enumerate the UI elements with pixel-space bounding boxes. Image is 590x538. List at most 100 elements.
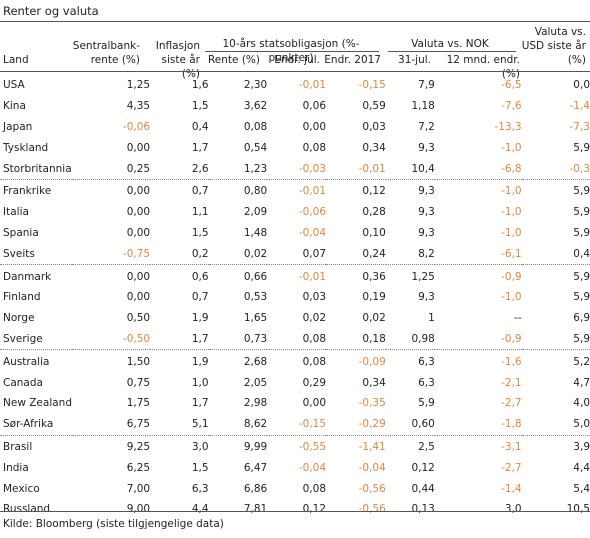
change-july-cell: 0,08 xyxy=(302,355,327,368)
inflation-cell: 1,7 xyxy=(191,397,209,410)
table-row: Japan -0,06 0,4 0,08 0,00 0,03 7,2 -13,3 -7,3 xyxy=(0,117,590,138)
header-rule xyxy=(0,71,590,72)
central-bank-rate-cell: 0,25 xyxy=(126,162,151,175)
nok-12m-change-cell: -1,0 xyxy=(501,141,522,154)
central-bank-rate-cell: 1,50 xyxy=(126,355,151,368)
table-row: USA 1,25 1,6 2,30 -0,01 -0,15 7,9 -6,5 0,0 xyxy=(0,75,590,96)
table-body: USA 1,25 1,6 2,30 -0,01 -0,15 7,9 -6,5 0,0 Kina 4,… xyxy=(0,75,590,520)
nok-12m-change-cell: 3,0 xyxy=(504,503,522,516)
country-cell: Finland xyxy=(3,291,41,304)
change-2017-cell: 0,34 xyxy=(362,376,386,389)
table-row: Mexico 7,00 6,3 6,86 0,08 -0,56 0,44 -1,4 5,4 xyxy=(0,478,590,499)
usd-change-cell: 5,0 xyxy=(573,418,590,431)
inflation-cell: 6,3 xyxy=(191,482,209,495)
table-title: Renter og valuta xyxy=(3,4,99,18)
statsobligasjon-group-line xyxy=(205,51,379,52)
bond-yield-cell: 0,08 xyxy=(243,120,268,133)
nok-12m-change-cell: -13,3 xyxy=(494,120,522,133)
usd-change-cell: -0,3 xyxy=(569,162,590,175)
change-2017-cell: 0,18 xyxy=(362,332,386,345)
change-july-cell: 0,07 xyxy=(302,247,327,260)
country-cell: Sør-Afrika xyxy=(3,418,54,431)
usd-change-cell: 5,9 xyxy=(573,185,590,198)
bond-yield-cell: 1,48 xyxy=(243,226,268,239)
nok-rate-cell: 9,3 xyxy=(418,226,435,239)
country-cell: Storbritannia xyxy=(3,162,72,175)
nok-12m-change-cell: -2,7 xyxy=(501,461,522,474)
central-bank-rate-cell: -0,75 xyxy=(122,247,151,260)
bond-yield-cell: 9,99 xyxy=(243,440,268,453)
change-2017-cell: 0,19 xyxy=(362,291,386,304)
inflation-cell: 0,6 xyxy=(191,270,209,283)
central-bank-rate-cell: 0,00 xyxy=(126,270,151,283)
table-row: Frankrike 0,00 0,7 0,80 -0,01 0,12 9,3 -1,0 5,9 xyxy=(0,181,590,202)
inflation-cell: 1,5 xyxy=(191,100,209,113)
source-rule xyxy=(0,511,590,512)
bond-yield-cell: 1,23 xyxy=(243,162,268,175)
title-rule xyxy=(0,21,590,22)
change-2017-cell: -0,04 xyxy=(358,461,386,474)
change-july-cell: 0,00 xyxy=(302,397,327,410)
nok-rate-cell: 0,12 xyxy=(411,461,435,474)
header-sentralbank-line1: Sentralbank- xyxy=(72,40,140,52)
usd-change-cell: 5,9 xyxy=(573,141,590,154)
country-cell: Italia xyxy=(3,206,29,219)
group-separator xyxy=(0,179,590,181)
nok-rate-cell: 0,98 xyxy=(411,332,435,345)
bond-yield-cell: 1,65 xyxy=(243,312,268,325)
change-july-cell: -0,55 xyxy=(298,440,327,453)
nok-12m-change-cell: -6,5 xyxy=(501,79,522,92)
central-bank-rate-cell: 0,00 xyxy=(126,206,151,219)
table-row: India 6,25 1,5 6,47 -0,04 -0,04 0,12 -2,7 4,4 xyxy=(0,457,590,478)
nok-12m-change-cell: -0,9 xyxy=(501,270,522,283)
central-bank-rate-cell: 6,25 xyxy=(126,461,151,474)
bond-yield-cell: 6,47 xyxy=(243,461,268,474)
nok-rate-cell: 1 xyxy=(428,312,435,325)
change-july-cell: 0,02 xyxy=(302,312,327,325)
central-bank-rate-cell: 0,00 xyxy=(126,141,151,154)
inflation-cell: 0,7 xyxy=(191,291,209,304)
group-separator xyxy=(0,349,590,352)
usd-change-cell: 5,9 xyxy=(573,332,590,345)
bond-yield-cell: 7,81 xyxy=(243,503,268,516)
change-2017-cell: -1,41 xyxy=(358,440,386,453)
nok-12m-change-cell: -1,0 xyxy=(501,226,522,239)
central-bank-rate-cell: 0,50 xyxy=(126,312,151,325)
nok-12m-change-cell: -7,6 xyxy=(501,100,522,113)
change-july-cell: -0,01 xyxy=(298,185,327,198)
change-july-cell: 0,08 xyxy=(302,482,327,495)
change-2017-cell: 0,36 xyxy=(362,270,386,283)
table-row: Sør-Afrika 6,75 5,1 8,62 -0,15 -0,29 0,60 -1,8 5… xyxy=(0,414,590,435)
bond-yield-cell: 0,73 xyxy=(243,332,268,345)
nok-12m-change-cell: -3,1 xyxy=(501,440,522,453)
inflation-cell: 2,6 xyxy=(191,162,209,175)
table-row: Norge 0,50 1,9 1,65 0,02 0,02 1 -- 6,9 xyxy=(0,308,590,329)
country-cell: India xyxy=(3,461,29,474)
nok-rate-cell: 0,44 xyxy=(411,482,435,495)
change-july-cell: 0,06 xyxy=(302,100,327,113)
inflation-cell: 1,5 xyxy=(191,226,209,239)
change-july-cell: -0,15 xyxy=(298,418,327,431)
table-row: Italia 0,00 1,1 2,09 -0,06 0,28 9,3 -1,0 5,9 xyxy=(0,202,590,223)
table-row: Sveits -0,75 0,2 0,02 0,07 0,24 8,2 -6,1 0,4 xyxy=(0,243,590,264)
table-row: Tyskland 0,00 1,7 0,54 0,08 0,34 9,3 -1,0 5,9 xyxy=(0,137,590,158)
header-usd-line3: (%) xyxy=(567,54,586,66)
usd-change-cell: 4,0 xyxy=(573,397,590,410)
country-cell: USA xyxy=(3,79,25,92)
nok-rate-cell: 1,25 xyxy=(411,270,435,283)
bond-yield-cell: 0,53 xyxy=(243,291,268,304)
inflation-cell: 1,5 xyxy=(191,461,209,474)
nok-12m-change-cell: -6,1 xyxy=(501,247,522,260)
change-2017-cell: -0,15 xyxy=(358,79,386,92)
nok-rate-cell: 9,3 xyxy=(418,291,435,304)
inflation-cell: 0,7 xyxy=(191,185,209,198)
bond-yield-cell: 2,98 xyxy=(243,397,268,410)
inflation-cell: 1,0 xyxy=(191,376,209,389)
group-separator xyxy=(0,434,590,437)
central-bank-rate-cell: 6,75 xyxy=(126,418,151,431)
change-july-cell: -0,01 xyxy=(298,79,327,92)
nok-12m-change-cell: -1,8 xyxy=(501,418,522,431)
change-2017-cell: -0,29 xyxy=(358,418,386,431)
separator-line xyxy=(0,179,590,181)
